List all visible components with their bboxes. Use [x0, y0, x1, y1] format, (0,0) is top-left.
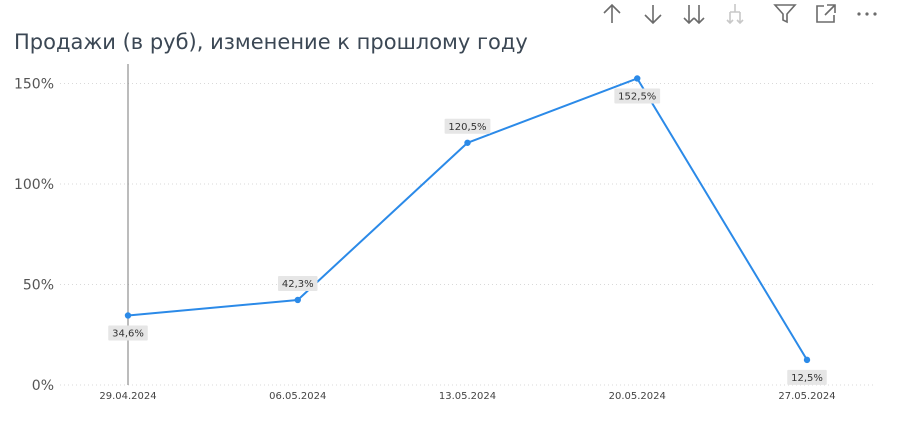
expand-all-down-icon — [683, 5, 705, 25]
y-tick-label: 50% — [23, 278, 54, 294]
filter-icon — [773, 4, 797, 24]
data-label-bg — [444, 118, 491, 134]
drill-up-icon — [603, 3, 621, 23]
expand-hierarchy-button[interactable] — [721, 0, 749, 28]
visual-toolbar — [585, 0, 881, 28]
data-label-bg — [108, 325, 148, 341]
drill-up-button[interactable] — [598, 0, 626, 28]
expand-hierarchy-icon — [726, 4, 744, 25]
drill-down-button[interactable] — [639, 0, 667, 28]
x-tick-label: 29.04.2024 — [99, 391, 156, 402]
data-point[interactable] — [464, 139, 471, 146]
drill-down-icon — [644, 5, 662, 25]
data-label-bg — [614, 88, 661, 104]
data-label: 42,3% — [282, 279, 314, 290]
chart-title: Продажи (в руб), изменение к прошлому го… — [14, 30, 528, 54]
x-tick-label: 06.05.2024 — [269, 391, 326, 402]
more-options-button[interactable] — [853, 0, 881, 28]
data-point[interactable] — [803, 356, 811, 364]
y-tick-label: 150% — [14, 77, 54, 93]
filter-button[interactable] — [771, 0, 799, 28]
data-label: 34,6% — [112, 328, 144, 339]
focus-mode-icon — [816, 4, 836, 23]
data-label: 12,5% — [791, 373, 823, 384]
y-tick-label: 100% — [14, 177, 54, 193]
data-point[interactable] — [634, 75, 641, 82]
expand-all-down-button[interactable] — [680, 0, 708, 28]
data-point[interactable] — [294, 296, 301, 304]
x-tick-label: 20.05.2024 — [609, 391, 666, 402]
more-options-icon — [857, 12, 877, 16]
focus-mode-button[interactable] — [812, 0, 840, 28]
x-tick-label: 27.05.2024 — [778, 391, 835, 402]
data-point[interactable] — [124, 312, 132, 319]
y-tick-label: 0% — [32, 378, 54, 394]
x-tick-label: 13.05.2024 — [439, 391, 496, 402]
data-label: 152,5% — [618, 91, 656, 102]
data-label-bg — [278, 275, 318, 291]
data-label: 120,5% — [448, 122, 486, 133]
data-label-bg — [787, 369, 827, 385]
